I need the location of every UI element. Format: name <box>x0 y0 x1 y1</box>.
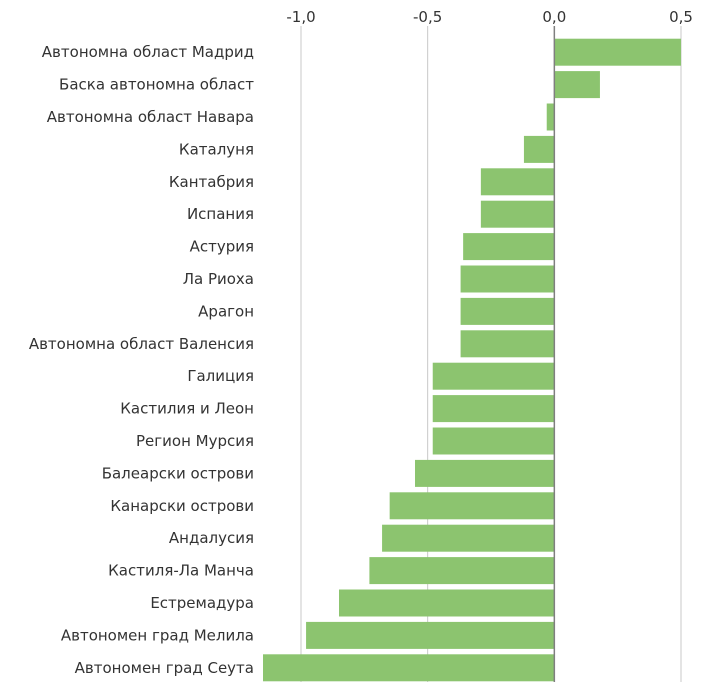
category-label: Кастиля-Ла Манча <box>108 562 254 580</box>
bar <box>432 395 555 423</box>
bar <box>463 233 555 261</box>
category-label: Автономна област Валенсия <box>29 335 254 353</box>
bar <box>460 297 555 325</box>
category-label: Астурия <box>190 238 254 256</box>
category-label: Автономен град Сеута <box>75 659 254 677</box>
x-tick-label: -1,0 <box>286 8 315 26</box>
category-label: Регион Мурсия <box>136 432 254 450</box>
category-label: Канарски острови <box>110 497 254 515</box>
bars <box>263 38 681 682</box>
bar <box>382 524 555 552</box>
category-labels: Автономна област Мадрид Баска автономна о… <box>29 43 254 677</box>
x-tick-labels: -1,0 -0,5 0,0 0,5 <box>286 8 693 26</box>
bar <box>480 200 555 228</box>
category-label: Арагон <box>198 302 254 320</box>
bar <box>554 71 600 99</box>
category-label: Баска автономна област <box>59 76 254 94</box>
bar <box>263 654 555 682</box>
bar <box>369 557 555 585</box>
bar <box>554 38 681 66</box>
bar <box>523 135 555 163</box>
category-label: Испания <box>187 205 254 223</box>
bar <box>460 330 555 358</box>
x-tick-label: 0,0 <box>542 8 566 26</box>
bar <box>415 459 555 487</box>
category-label: Каталуня <box>179 140 254 158</box>
category-label: Естремадура <box>150 594 254 612</box>
category-label: Кантабрия <box>169 173 254 191</box>
bar <box>432 427 555 455</box>
bar <box>306 621 555 649</box>
bar <box>546 103 555 131</box>
category-label: Автономна област Навара <box>47 108 254 126</box>
category-label: Автономен град Мелила <box>61 626 254 644</box>
category-label: Андалусия <box>169 529 254 547</box>
x-tick-label: 0,5 <box>669 8 693 26</box>
category-label: Кастилия и Леон <box>120 400 254 418</box>
category-label: Балеарски острови <box>102 464 254 482</box>
category-label: Ла Риоха <box>183 270 254 288</box>
category-label: Автономна област Мадрид <box>42 43 254 61</box>
category-label: Галиция <box>187 367 254 385</box>
bar <box>339 589 555 617</box>
bar <box>389 492 555 520</box>
bar <box>432 362 555 390</box>
bar <box>460 265 555 293</box>
x-tick-label: -0,5 <box>413 8 442 26</box>
bar <box>480 168 555 196</box>
